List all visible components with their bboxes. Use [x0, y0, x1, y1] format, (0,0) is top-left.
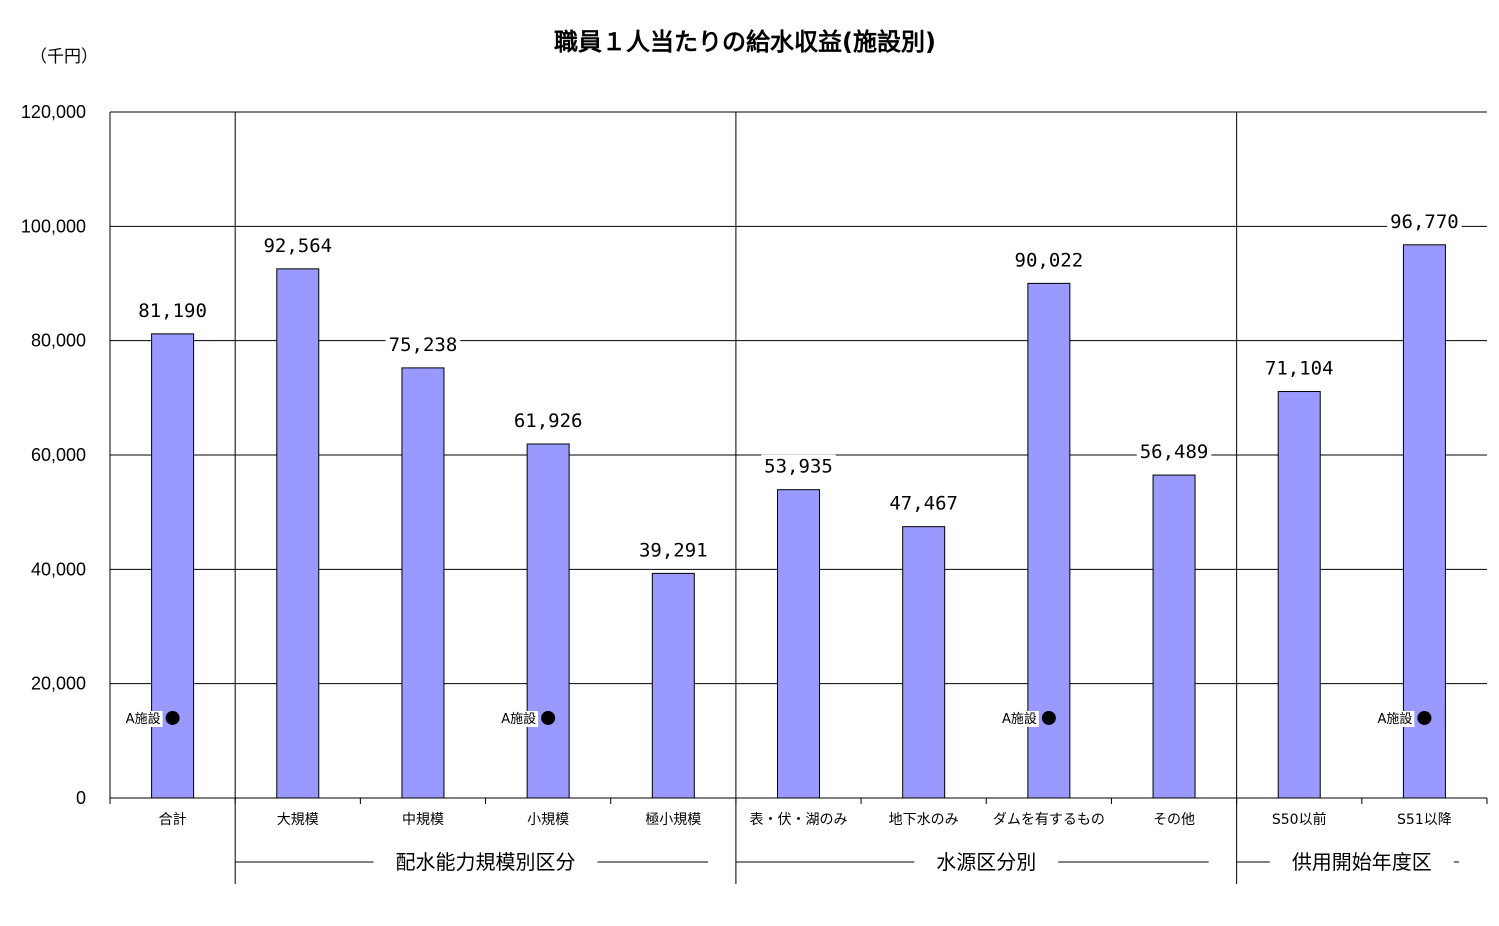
y-unit-label: （千円） [30, 47, 98, 67]
marker-label: A施設 [501, 711, 536, 727]
data-label: 61,926 [514, 410, 583, 432]
data-label: 71,104 [1265, 358, 1334, 380]
x-tick-label: 地下水のみ [889, 812, 959, 828]
bar [1402, 244, 1446, 799]
x-tick-label: 合計 [159, 812, 187, 828]
data-label: 53,935 [764, 456, 833, 478]
y-tick-label: 40,000 [31, 559, 86, 579]
bars [151, 244, 1446, 799]
group-label: 水源区分別 [936, 850, 1036, 874]
y-axis: 0 20,000 40,000 60,000 80,000 100,000 120,000 [21, 102, 111, 808]
chart-title: 職員１人当たりの給水収益(施設別) [554, 28, 936, 56]
data-label-background [1011, 248, 1087, 273]
x-tick-label: 小規模 [527, 812, 569, 828]
marker-label: A施設 [1002, 711, 1037, 727]
y-tick-label: 0 [76, 788, 86, 808]
data-label: 92,564 [263, 235, 332, 257]
bar [401, 367, 445, 799]
y-tick-label: 20,000 [31, 674, 86, 694]
bar [1152, 474, 1196, 799]
group-label: 配水能力規模別区分 [396, 850, 576, 874]
data-label: 47,467 [889, 493, 958, 515]
x-tick-label: S51以降 [1397, 812, 1452, 828]
marker-dot [1041, 710, 1056, 725]
data-label-background [260, 233, 336, 258]
data-label-background [886, 491, 962, 516]
x-tick-label: 大規模 [277, 812, 319, 828]
x-tick-label: 中規模 [402, 812, 444, 828]
bar [526, 443, 570, 799]
data-label-background [761, 454, 836, 479]
x-tick-label: ダムを有するもの [993, 812, 1105, 828]
marker-dot [1417, 710, 1432, 725]
data-label-background [1261, 356, 1337, 381]
y-tick-label: 100,000 [21, 216, 86, 236]
data-label: 56,489 [1140, 441, 1209, 463]
data-labels: 81,190 92,564 75,238 61,926 39,291 53,935 47,4… [135, 209, 1462, 563]
marker-label-background [1375, 710, 1415, 727]
data-label: 96,770 [1390, 211, 1459, 233]
marker-label-background [499, 710, 539, 727]
bar [1277, 391, 1321, 799]
x-axis: 合計 大規模 中規模 小規模 極小規模 表・伏・湖のみ 地下水のみ ダムを有するもの その他 S5… [109, 797, 1488, 828]
data-label-background [135, 298, 210, 323]
x-tick-label: その他 [1153, 812, 1195, 828]
marker-label-background [999, 710, 1039, 727]
group-label: 供用開始年度区 [1292, 850, 1432, 874]
category-groups: 配水能力規模別区分 水源区分別 供用開始年度区 [234, 112, 1459, 884]
data-label: 39,291 [639, 539, 708, 561]
data-label-background [1387, 209, 1462, 234]
data-label-background [510, 408, 586, 433]
y-tick-label: 80,000 [31, 331, 86, 351]
bar [276, 268, 320, 799]
data-label: 81,190 [138, 300, 207, 322]
data-label-background [635, 538, 711, 563]
marker-label: A施設 [1378, 711, 1413, 727]
marker-dot [541, 710, 556, 725]
y-tick-label: 120,000 [21, 102, 86, 122]
marker-dot [165, 710, 180, 725]
marker-label: A施設 [126, 711, 161, 727]
data-label: 75,238 [389, 334, 458, 356]
marker-label-background [123, 710, 163, 727]
markers: A施設 A施設 A施設 A施設 [123, 710, 1432, 727]
bar [151, 333, 195, 799]
x-tick-label: 表・伏・湖のみ [750, 812, 848, 828]
x-tick-label: 極小規模 [645, 812, 701, 828]
data-label: 90,022 [1015, 249, 1084, 271]
bar [651, 572, 695, 799]
y-tick-label: 60,000 [31, 445, 86, 465]
bar [902, 526, 946, 799]
data-label-background [385, 332, 461, 357]
x-tick-label: S50以前 [1272, 811, 1327, 828]
data-label-background [1136, 440, 1212, 465]
bar [777, 489, 820, 799]
